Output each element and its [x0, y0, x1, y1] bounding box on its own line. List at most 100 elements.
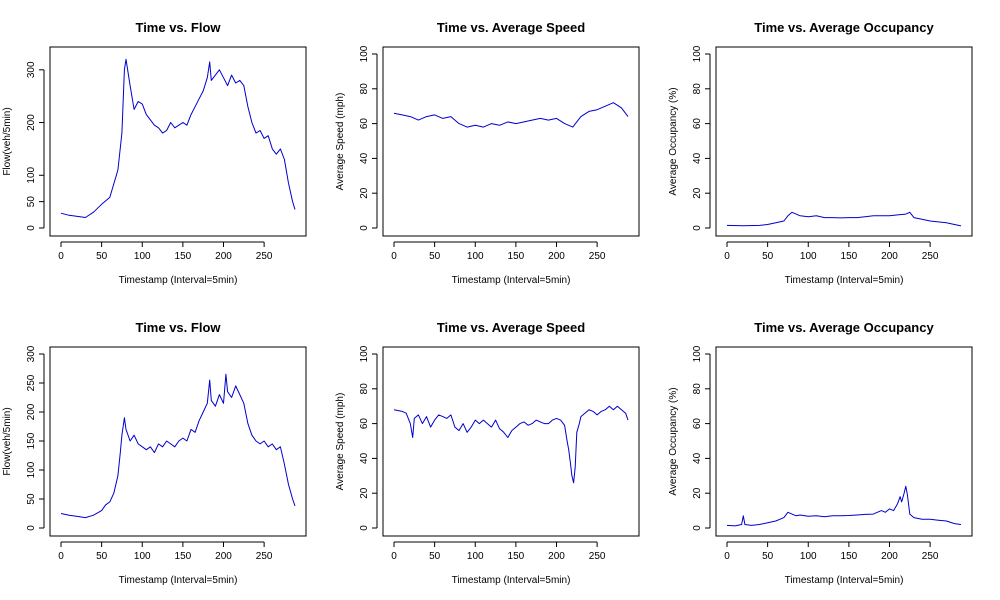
x-tick-label: 100	[134, 251, 151, 262]
y-axis-label: Average Occupancy (%)	[668, 87, 679, 195]
y-tick-label: 0	[692, 225, 703, 231]
plot-frame	[49, 46, 307, 237]
series-line	[393, 102, 629, 128]
y-tick-label: 100	[692, 45, 703, 62]
y-tick-label: 0	[692, 525, 703, 531]
x-axis: 0 50 100 150 200 250 Timestamp (Interval=5min)	[58, 241, 273, 286]
x-tick-label: 50	[429, 551, 441, 562]
x-axis: 0 50 100 150 200 250 Timestamp (Interval=5min)	[391, 241, 606, 286]
y-tick-label: 100	[359, 345, 370, 362]
chart-title: Time vs. Flow	[135, 20, 221, 35]
y-axis: 0 20 40 60 80 100 Average Occupancy (%)	[668, 45, 711, 231]
x-tick-label: 200	[548, 251, 565, 262]
x-tick-label: 250	[256, 551, 273, 562]
y-tick-label: 200	[26, 114, 37, 131]
x-tick-label: 150	[508, 251, 525, 262]
chart-title: Time vs. Average Speed	[437, 20, 585, 35]
y-axis-label: Average Speed (mph)	[335, 393, 346, 491]
x-tick-label: 200	[548, 551, 565, 562]
y-tick-label: 20	[359, 487, 370, 499]
y-tick-label: 0	[26, 225, 37, 231]
x-tick-label: 150	[175, 551, 192, 562]
y-tick-label: 40	[692, 152, 703, 164]
plot-frame	[382, 46, 640, 237]
chart-title: Time vs. Flow	[135, 320, 221, 335]
y-axis: 0 50 100 150 200 250 300 Flow(veh/5min)	[2, 345, 45, 531]
y-tick-label: 80	[359, 383, 370, 395]
chart-title: Time vs. Average Occupancy	[754, 320, 934, 335]
chart-title: Time vs. Average Speed	[437, 320, 585, 335]
x-tick-label: 0	[391, 551, 397, 562]
x-axis-label: Timestamp (Interval=5min)	[119, 275, 238, 286]
x-tick-label: 250	[256, 251, 273, 262]
x-axis-label: Timestamp (Interval=5min)	[785, 275, 904, 286]
y-tick-label: 100	[26, 166, 37, 183]
panel-flow-bottom: Time vs. Flow 0 50 100 150 200 250 Timestamp (I…	[2, 320, 307, 586]
x-tick-label: 0	[724, 551, 730, 562]
y-tick-label: 150	[26, 432, 37, 449]
y-tick-label: 60	[359, 418, 370, 430]
series-line	[726, 211, 962, 227]
y-tick-label: 20	[692, 187, 703, 199]
y-tick-label: 0	[26, 525, 37, 531]
series-line	[60, 58, 296, 218]
y-tick-label: 200	[26, 403, 37, 420]
y-tick-label: 250	[26, 374, 37, 391]
x-tick-label: 0	[391, 251, 397, 262]
x-axis-label: Timestamp (Interval=5min)	[119, 575, 238, 586]
y-tick-label: 80	[359, 83, 370, 95]
x-tick-label: 100	[134, 551, 151, 562]
y-tick-label: 80	[692, 83, 703, 95]
series-line	[60, 373, 296, 519]
y-tick-label: 100	[692, 345, 703, 362]
y-tick-label: 50	[26, 196, 37, 208]
y-axis: 0 20 40 60 80 100 Average Occupancy (%)	[668, 345, 711, 531]
y-tick-label: 40	[359, 452, 370, 464]
x-tick-label: 200	[881, 251, 898, 262]
y-tick-label: 100	[26, 461, 37, 478]
x-tick-label: 0	[724, 251, 730, 262]
x-axis: 0 50 100 150 200 250 Timestamp (Interval=5min)	[391, 541, 606, 586]
y-axis-label: Average Speed (mph)	[335, 93, 346, 191]
y-tick-label: 80	[692, 383, 703, 395]
x-tick-label: 50	[96, 551, 108, 562]
x-tick-label: 100	[800, 551, 817, 562]
x-tick-label: 200	[881, 551, 898, 562]
x-axis: 0 50 100 150 200 250 Timestamp (Interval=5min)	[724, 241, 939, 286]
x-tick-label: 50	[762, 251, 774, 262]
plot-frame	[715, 46, 973, 237]
x-axis: 0 50 100 150 200 250 Timestamp (Interval=5min)	[58, 541, 273, 586]
y-tick-label: 300	[26, 345, 37, 362]
x-tick-label: 100	[800, 251, 817, 262]
y-tick-label: 20	[692, 487, 703, 499]
x-axis-label: Timestamp (Interval=5min)	[452, 575, 571, 586]
x-tick-label: 50	[429, 251, 441, 262]
plot-frame	[49, 346, 307, 537]
x-axis-label: Timestamp (Interval=5min)	[785, 575, 904, 586]
y-tick-label: 300	[26, 61, 37, 78]
series-line	[726, 485, 962, 527]
x-axis: 0 50 100 150 200 250 Timestamp (Interval=5min)	[724, 541, 939, 586]
x-tick-label: 150	[175, 251, 192, 262]
x-tick-label: 100	[467, 551, 484, 562]
y-tick-label: 20	[359, 187, 370, 199]
y-tick-label: 60	[692, 118, 703, 130]
y-axis: 0 50 100 200 300 Flow(veh/5min)	[2, 61, 45, 231]
plot-frame	[382, 346, 640, 537]
x-tick-label: 250	[589, 551, 606, 562]
y-tick-label: 40	[692, 452, 703, 464]
chart-title: Time vs. Average Occupancy	[754, 20, 934, 35]
series-line	[393, 405, 629, 484]
x-tick-label: 250	[922, 551, 939, 562]
y-tick-label: 60	[692, 418, 703, 430]
x-axis-label: Timestamp (Interval=5min)	[452, 275, 571, 286]
x-tick-label: 50	[762, 551, 774, 562]
y-tick-label: 50	[26, 493, 37, 505]
y-axis-label: Average Occupancy (%)	[668, 387, 679, 495]
